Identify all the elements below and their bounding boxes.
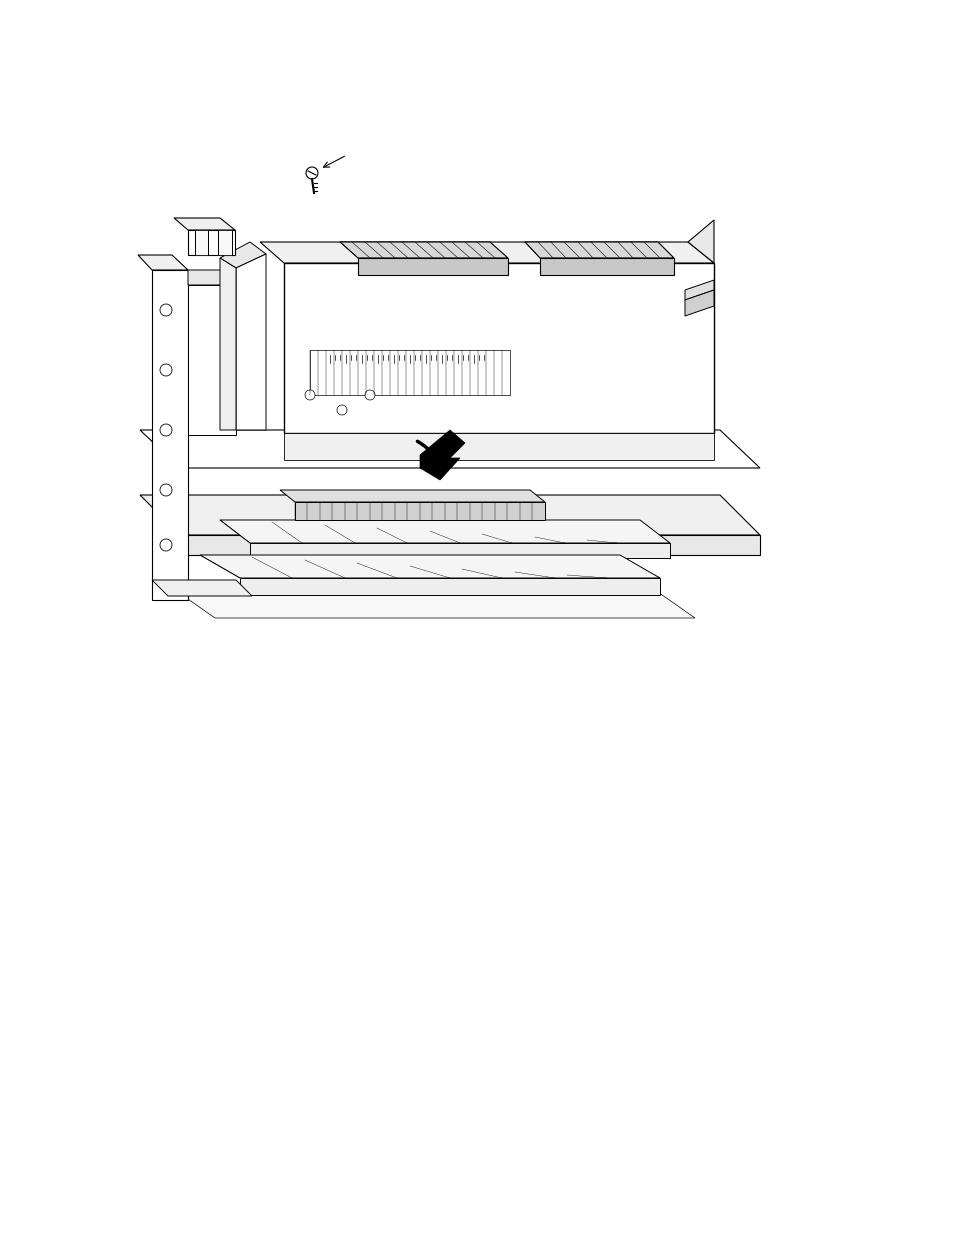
Circle shape: [160, 304, 172, 316]
Polygon shape: [280, 490, 544, 501]
Polygon shape: [250, 543, 669, 558]
Polygon shape: [524, 242, 673, 258]
Polygon shape: [174, 590, 695, 618]
Polygon shape: [218, 230, 232, 254]
Polygon shape: [310, 350, 510, 395]
Polygon shape: [294, 501, 544, 520]
Polygon shape: [220, 520, 669, 543]
Polygon shape: [284, 433, 713, 459]
Circle shape: [160, 364, 172, 375]
Polygon shape: [284, 263, 713, 433]
Polygon shape: [140, 430, 760, 468]
Circle shape: [160, 538, 172, 551]
Polygon shape: [194, 230, 208, 254]
Polygon shape: [152, 270, 188, 600]
Circle shape: [305, 390, 314, 400]
Polygon shape: [188, 230, 234, 254]
Polygon shape: [140, 495, 760, 535]
Polygon shape: [188, 285, 235, 435]
Polygon shape: [220, 242, 266, 268]
Polygon shape: [339, 242, 507, 258]
Polygon shape: [684, 290, 713, 316]
Circle shape: [306, 167, 317, 179]
Polygon shape: [539, 258, 673, 275]
Polygon shape: [173, 219, 234, 230]
Polygon shape: [235, 254, 266, 430]
Polygon shape: [180, 535, 760, 555]
Circle shape: [336, 405, 347, 415]
Polygon shape: [240, 578, 659, 595]
Polygon shape: [200, 555, 659, 578]
Polygon shape: [357, 258, 507, 275]
Polygon shape: [152, 580, 252, 597]
Polygon shape: [138, 254, 188, 270]
Polygon shape: [220, 258, 235, 430]
Circle shape: [160, 484, 172, 496]
Polygon shape: [687, 220, 713, 263]
Circle shape: [160, 424, 172, 436]
Polygon shape: [188, 270, 235, 285]
Polygon shape: [684, 280, 713, 300]
Polygon shape: [260, 242, 713, 263]
Polygon shape: [419, 430, 464, 480]
Circle shape: [365, 390, 375, 400]
